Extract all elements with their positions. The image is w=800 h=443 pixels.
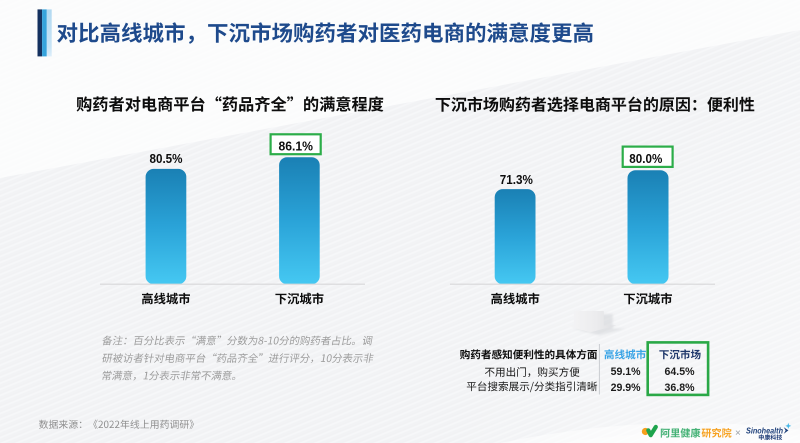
svg-text:71.3%: 71.3% bbox=[500, 172, 533, 187]
svg-text:Sinohealth: Sinohealth bbox=[746, 426, 783, 436]
svg-text:×: × bbox=[735, 428, 741, 439]
svg-text:59.1%: 59.1% bbox=[611, 366, 641, 378]
svg-text:80.5%: 80.5% bbox=[150, 151, 183, 166]
svg-text:64.5%: 64.5% bbox=[665, 366, 695, 378]
svg-text:36.8%: 36.8% bbox=[665, 382, 695, 394]
svg-text:86.1%: 86.1% bbox=[278, 139, 313, 154]
svg-text:80.0%: 80.0% bbox=[629, 151, 662, 166]
svg-text:29.9%: 29.9% bbox=[611, 382, 641, 394]
